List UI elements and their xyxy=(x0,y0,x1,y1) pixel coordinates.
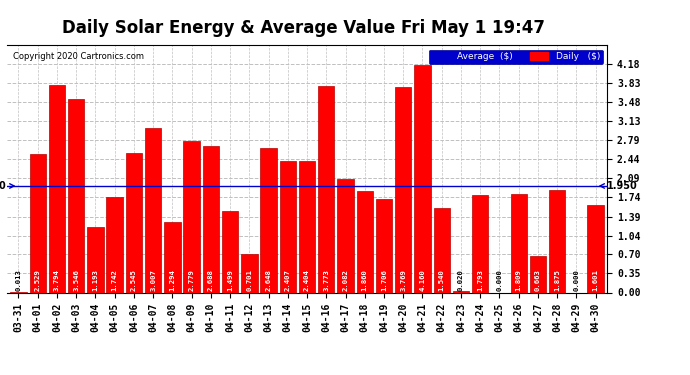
Text: 3.007: 3.007 xyxy=(150,270,156,291)
Bar xyxy=(549,190,565,292)
Bar xyxy=(337,179,354,292)
Bar xyxy=(395,87,411,292)
Text: 1.540: 1.540 xyxy=(439,270,445,291)
Text: 0.000: 0.000 xyxy=(496,270,502,291)
Bar xyxy=(106,197,123,292)
Text: 0.701: 0.701 xyxy=(246,270,253,291)
Legend: Average  ($), Daily   ($): Average ($), Daily ($) xyxy=(428,50,602,64)
Text: 2.404: 2.404 xyxy=(304,270,310,291)
Bar xyxy=(184,141,200,292)
Text: 1.742: 1.742 xyxy=(112,270,118,291)
Bar xyxy=(472,195,489,292)
Bar xyxy=(241,254,257,292)
Text: 1.860: 1.860 xyxy=(362,270,368,291)
Text: Daily Solar Energy & Average Value Fri May 1 19:47: Daily Solar Energy & Average Value Fri M… xyxy=(62,19,545,37)
Bar xyxy=(414,65,431,292)
Text: 2.407: 2.407 xyxy=(285,270,290,291)
Bar xyxy=(164,222,181,292)
Bar xyxy=(299,161,315,292)
Text: 1.809: 1.809 xyxy=(515,270,522,291)
Text: 1.875: 1.875 xyxy=(554,270,560,291)
Bar xyxy=(30,154,46,292)
Text: 4.160: 4.160 xyxy=(420,270,426,291)
Text: 3.794: 3.794 xyxy=(54,270,60,291)
Bar xyxy=(126,153,142,292)
Bar xyxy=(87,227,104,292)
Bar xyxy=(453,291,469,292)
Text: 2.779: 2.779 xyxy=(188,270,195,291)
Text: 2.688: 2.688 xyxy=(208,270,214,291)
Bar xyxy=(222,211,238,292)
Text: 0.663: 0.663 xyxy=(535,270,541,291)
Text: 0.000: 0.000 xyxy=(573,270,580,291)
Text: 1.950: 1.950 xyxy=(600,181,638,191)
Bar xyxy=(357,191,373,292)
Bar xyxy=(433,209,450,292)
Text: 1.950: 1.950 xyxy=(0,181,14,191)
Bar xyxy=(49,85,65,292)
Text: 1.499: 1.499 xyxy=(227,270,233,291)
Bar xyxy=(260,148,277,292)
Text: 3.546: 3.546 xyxy=(73,270,79,291)
Text: 2.648: 2.648 xyxy=(266,270,272,291)
Bar xyxy=(318,86,335,292)
Bar xyxy=(68,99,84,292)
Bar xyxy=(376,199,392,292)
Bar xyxy=(279,161,296,292)
Text: 2.545: 2.545 xyxy=(131,270,137,291)
Text: 2.529: 2.529 xyxy=(34,270,41,291)
Bar xyxy=(530,256,546,292)
Text: 1.193: 1.193 xyxy=(92,270,99,291)
Bar xyxy=(511,194,527,292)
Text: Copyright 2020 Cartronics.com: Copyright 2020 Cartronics.com xyxy=(13,53,144,62)
Text: 1.793: 1.793 xyxy=(477,270,483,291)
Text: 3.773: 3.773 xyxy=(324,270,329,291)
Bar xyxy=(203,146,219,292)
Text: 0.020: 0.020 xyxy=(458,270,464,291)
Text: 2.082: 2.082 xyxy=(342,270,348,291)
Text: 0.013: 0.013 xyxy=(15,270,21,291)
Text: 1.706: 1.706 xyxy=(381,270,387,291)
Bar xyxy=(145,128,161,292)
Bar xyxy=(587,205,604,292)
Text: 3.769: 3.769 xyxy=(400,270,406,291)
Text: 1.601: 1.601 xyxy=(593,270,599,291)
Text: 1.294: 1.294 xyxy=(169,270,175,291)
